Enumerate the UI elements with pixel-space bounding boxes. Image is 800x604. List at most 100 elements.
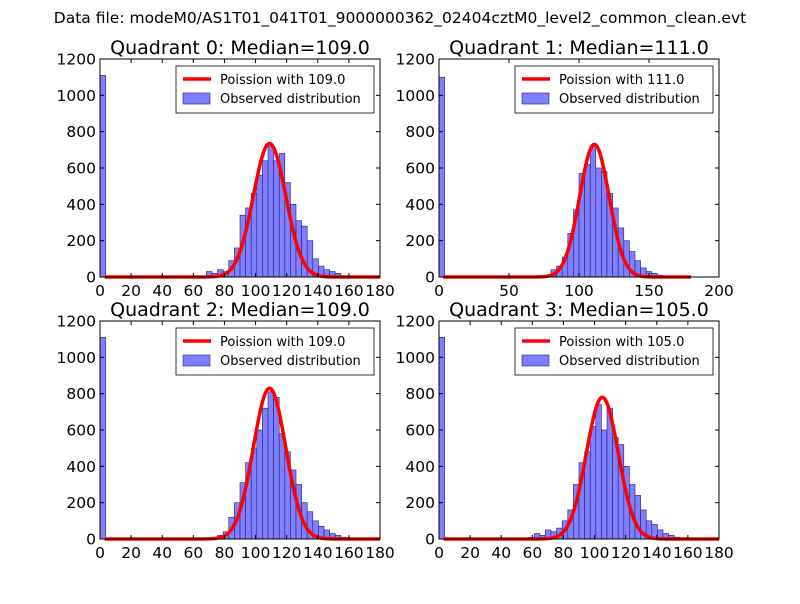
legend-observed-swatch — [521, 92, 550, 105]
poisson-curve — [442, 142, 693, 279]
legend-observed-swatch — [182, 92, 211, 105]
y-tick-label: 800 — [66, 123, 96, 141]
legend-observed-label: Observed distribution — [220, 92, 361, 107]
histogram-bar — [595, 404, 602, 540]
y-tick-label: 200 — [405, 494, 435, 512]
x-tick-label: 120 — [611, 544, 641, 562]
y-tick-label: 400 — [405, 458, 435, 476]
y-tick-label: 400 — [66, 196, 96, 214]
histogram-bar — [438, 76, 445, 278]
x-tick-label: 200 — [704, 282, 734, 300]
histogram-bar — [584, 164, 591, 278]
x-tick-label: 100 — [241, 544, 271, 562]
y-tick-label: 400 — [405, 196, 435, 214]
histogram-bar — [99, 75, 106, 278]
x-tick-label: 180 — [365, 282, 395, 300]
legend: Poission with 109.0 Observed distribution — [175, 327, 375, 376]
y-tick-label: 1000 — [396, 87, 435, 105]
histogram-bar — [589, 426, 597, 540]
x-tick-label: 160 — [673, 544, 703, 562]
x-tick-label: 0 — [434, 544, 444, 562]
legend-poisson-label: Poission with 109.0 — [220, 73, 345, 88]
legend: Poission with 109.0 Observed distribution — [175, 65, 375, 114]
legend-box — [514, 327, 714, 376]
x-tick-label: 40 — [152, 282, 172, 300]
x-tick-label: 80 — [215, 282, 235, 300]
quadrant-0-chart: 0 20 40 60 80 100 120 140 160 180 0 200 400 600 800 100… — [57, 37, 395, 300]
y-tick-label: 800 — [405, 123, 435, 141]
legend-poisson-label: Poission with 109.0 — [220, 335, 345, 350]
y-tick-label: 0 — [86, 269, 96, 287]
x-tick-label: 60 — [183, 544, 203, 562]
x-tick-label: 0 — [434, 282, 444, 300]
quadrant-1-chart: 0 50 100 150 200 0 200 400 600 800 1000 1200 Quadran… — [396, 37, 734, 300]
x-tick-label: 20 — [121, 282, 141, 300]
legend: Poission with 111.0 Observed distribution — [514, 65, 714, 114]
chart-title: Quadrant 3: Median=105.0 — [449, 299, 709, 321]
x-tick-label: 140 — [303, 282, 333, 300]
y-tick-label: 800 — [405, 385, 435, 403]
histogram-bar — [589, 145, 597, 278]
histogram-bar — [256, 429, 263, 540]
legend-poisson-label: Poission with 111.0 — [559, 73, 684, 88]
y-tick-label: 800 — [66, 385, 96, 403]
y-tick-label: 600 — [66, 160, 96, 178]
histogram-bar — [601, 429, 608, 540]
x-tick-label: 150 — [634, 282, 664, 300]
histogram-bar — [262, 407, 269, 540]
histogram-bar — [273, 396, 280, 540]
quadrant-2-chart: 0 20 40 60 80 100 120 140 160 180 0 200 400 600 800 100… — [57, 299, 395, 562]
histogram-bar — [267, 145, 274, 278]
y-tick-label: 1000 — [57, 87, 96, 105]
y-tick-label: 0 — [425, 269, 435, 287]
y-tick-label: 400 — [66, 458, 96, 476]
quadrant-3-chart: 0 20 40 60 80 100 120 140 160 180 0 200 400 600 800 100… — [396, 299, 734, 562]
x-tick-label: 160 — [334, 544, 364, 562]
histogram-bar — [278, 433, 286, 540]
legend-box — [175, 327, 375, 376]
legend-observed-label: Observed distribution — [559, 92, 700, 107]
histogram-bar — [267, 391, 274, 540]
histogram-bar — [256, 174, 263, 278]
x-tick-label: 0 — [95, 544, 105, 562]
y-tick-label: 600 — [405, 422, 435, 440]
x-tick-label: 20 — [121, 544, 141, 562]
x-tick-label: 40 — [491, 544, 511, 562]
legend-observed-label: Observed distribution — [220, 354, 361, 369]
x-tick-label: 20 — [460, 544, 480, 562]
suptitle: Data file: modeM0/AS1T01_041T01_90000003… — [54, 9, 746, 28]
x-tick-label: 140 — [642, 544, 672, 562]
y-tick-label: 1200 — [396, 313, 435, 331]
y-tick-label: 1200 — [57, 313, 96, 331]
y-tick-label: 600 — [66, 422, 96, 440]
y-tick-label: 1000 — [57, 349, 96, 367]
legend-poisson-label: Poission with 105.0 — [559, 335, 684, 350]
x-tick-label: 100 — [564, 282, 594, 300]
x-tick-label: 180 — [365, 544, 395, 562]
x-tick-label: 60 — [183, 282, 203, 300]
x-tick-label: 50 — [499, 282, 519, 300]
y-tick-label: 1000 — [396, 349, 435, 367]
x-tick-label: 0 — [95, 282, 105, 300]
x-tick-label: 100 — [241, 282, 271, 300]
x-tick-label: 160 — [334, 282, 364, 300]
chart-title: Quadrant 2: Median=109.0 — [110, 299, 370, 321]
x-tick-label: 120 — [272, 282, 302, 300]
y-tick-label: 200 — [66, 494, 96, 512]
legend: Poission with 105.0 Observed distribution — [514, 327, 714, 376]
x-tick-label: 120 — [272, 544, 302, 562]
y-tick-label: 0 — [425, 531, 435, 549]
y-tick-label: 0 — [86, 531, 96, 549]
histogram-bar — [262, 160, 269, 278]
legend-observed-label: Observed distribution — [559, 354, 700, 369]
histogram-bar — [99, 337, 106, 540]
legend-observed-swatch — [521, 354, 550, 367]
y-tick-label: 1200 — [396, 51, 435, 69]
x-tick-label: 80 — [215, 544, 235, 562]
histogram-bar — [273, 160, 280, 278]
y-tick-label: 600 — [405, 160, 435, 178]
x-tick-label: 180 — [704, 544, 734, 562]
x-tick-label: 100 — [580, 544, 610, 562]
